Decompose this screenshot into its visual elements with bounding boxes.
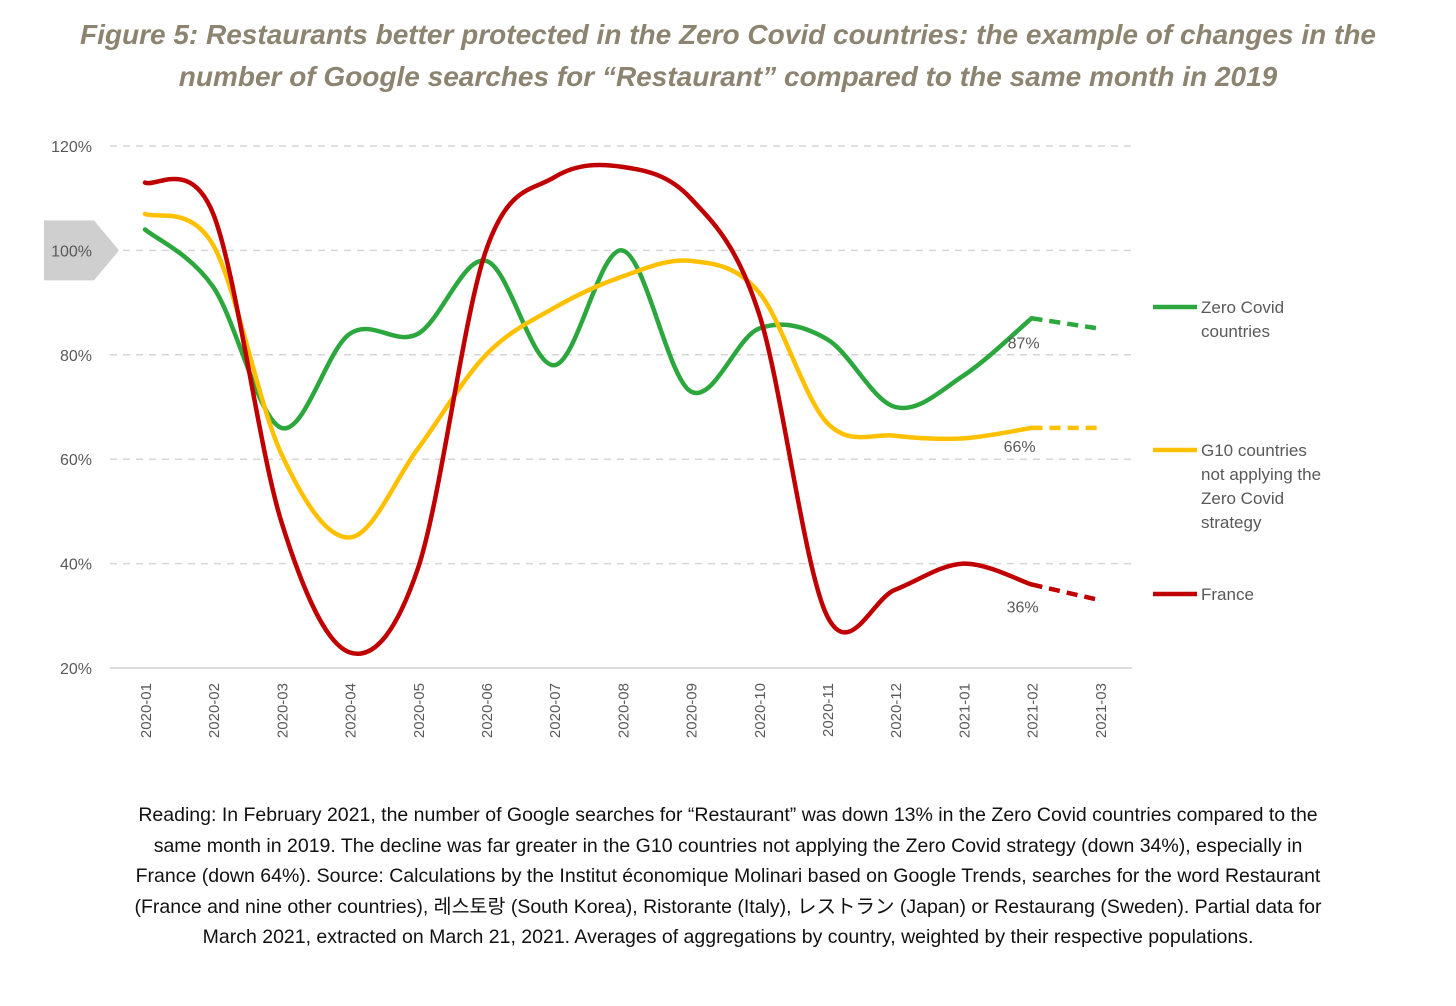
reading-note-line-4: (France and nine other countries), 레스토랑 … bbox=[134, 895, 1322, 918]
y-axis-ticks: 20% 40% 60% 80% 100% 120% bbox=[44, 139, 119, 678]
x-tick-label: 2021-01 bbox=[956, 683, 973, 738]
grid-lines bbox=[110, 145, 1132, 669]
series-line-solid bbox=[142, 211, 1034, 540]
legend: Zero Covid countries G10 countries not appl… bbox=[1153, 298, 1321, 604]
x-tick-label: 2020-05 bbox=[411, 683, 428, 738]
x-tick-label: 2020-02 bbox=[206, 683, 223, 738]
series-line-solid bbox=[142, 162, 1034, 656]
series-end-label: 87% bbox=[1008, 335, 1040, 352]
legend-label: Zero Covid bbox=[1201, 298, 1284, 317]
x-tick-label: 2020-09 bbox=[684, 683, 701, 738]
x-tick-label: 2020-12 bbox=[888, 683, 905, 738]
series-line-solid bbox=[142, 227, 1034, 431]
figure-title-line-1: Figure 5: Restaurants better protected i… bbox=[79, 19, 1376, 50]
series-1 bbox=[142, 227, 1101, 431]
series-end-label: 66% bbox=[1004, 439, 1036, 456]
x-tick-label: 2020-08 bbox=[615, 683, 632, 738]
x-tick-label: 2020-03 bbox=[274, 683, 291, 738]
legend-label: G10 countries bbox=[1201, 441, 1307, 460]
line-chart: 20%40%60%80%100%120% 2020-01 2020-02 2020-… bbox=[44, 139, 1321, 738]
x-tick-label: 2021-03 bbox=[1093, 683, 1110, 738]
x-tick-label: 2020-04 bbox=[343, 683, 360, 738]
y-tick-label: 20% bbox=[60, 661, 92, 678]
reading-note-line-2: same month in 2019. The decline was far … bbox=[153, 834, 1303, 857]
y-tick-label: 80% bbox=[60, 348, 92, 365]
legend-label: strategy bbox=[1201, 513, 1262, 532]
reading-note-line-3: France (down 64%). Source: Calculations … bbox=[135, 865, 1321, 887]
x-tick-label: 2020-01 bbox=[138, 683, 155, 738]
reading-note-line-5: March 2021, extracted on March 21, 2021.… bbox=[202, 926, 1254, 948]
y-tick-highlight-marker bbox=[44, 220, 119, 281]
y-tick-label: 100% bbox=[51, 243, 92, 260]
x-tick-label: 2020-11 bbox=[820, 683, 837, 737]
series-lines bbox=[142, 162, 1101, 656]
legend-label: Zero Covid bbox=[1201, 489, 1284, 508]
y-tick-label: 40% bbox=[60, 557, 92, 574]
legend-label: not applying the bbox=[1201, 465, 1321, 484]
series-end-label: 36% bbox=[1007, 599, 1039, 616]
reading-note-line-1: Reading: In February 2021, the number of… bbox=[138, 804, 1318, 826]
legend-label: countries bbox=[1201, 322, 1270, 341]
x-tick-label: 2021-02 bbox=[1025, 683, 1042, 738]
series-2 bbox=[142, 211, 1100, 540]
end-labels: 87% 66% 36% bbox=[1004, 335, 1040, 616]
series-line-dashed bbox=[1031, 316, 1101, 331]
legend-label: France bbox=[1201, 585, 1254, 604]
x-tick-label: 2020-06 bbox=[479, 683, 496, 738]
x-tick-label: 2020-10 bbox=[752, 683, 769, 738]
figure-title-line-2: number of Google searches for “Restauran… bbox=[178, 61, 1278, 92]
figure-title: Figure 5: Restaurants better protected i… bbox=[0, 14, 1456, 98]
y-tick-label: 120% bbox=[51, 139, 92, 156]
y-tick-label: 60% bbox=[60, 452, 92, 469]
reading-note: Reading: In February 2021, the number of… bbox=[30, 800, 1426, 953]
x-axis-ticks: 2020-01 2020-02 2020-03 2020-04 2020-05 2020-… bbox=[138, 683, 1110, 738]
x-tick-label: 2020-07 bbox=[547, 683, 564, 738]
series-line-dashed bbox=[1031, 582, 1101, 603]
series-3 bbox=[142, 162, 1101, 656]
